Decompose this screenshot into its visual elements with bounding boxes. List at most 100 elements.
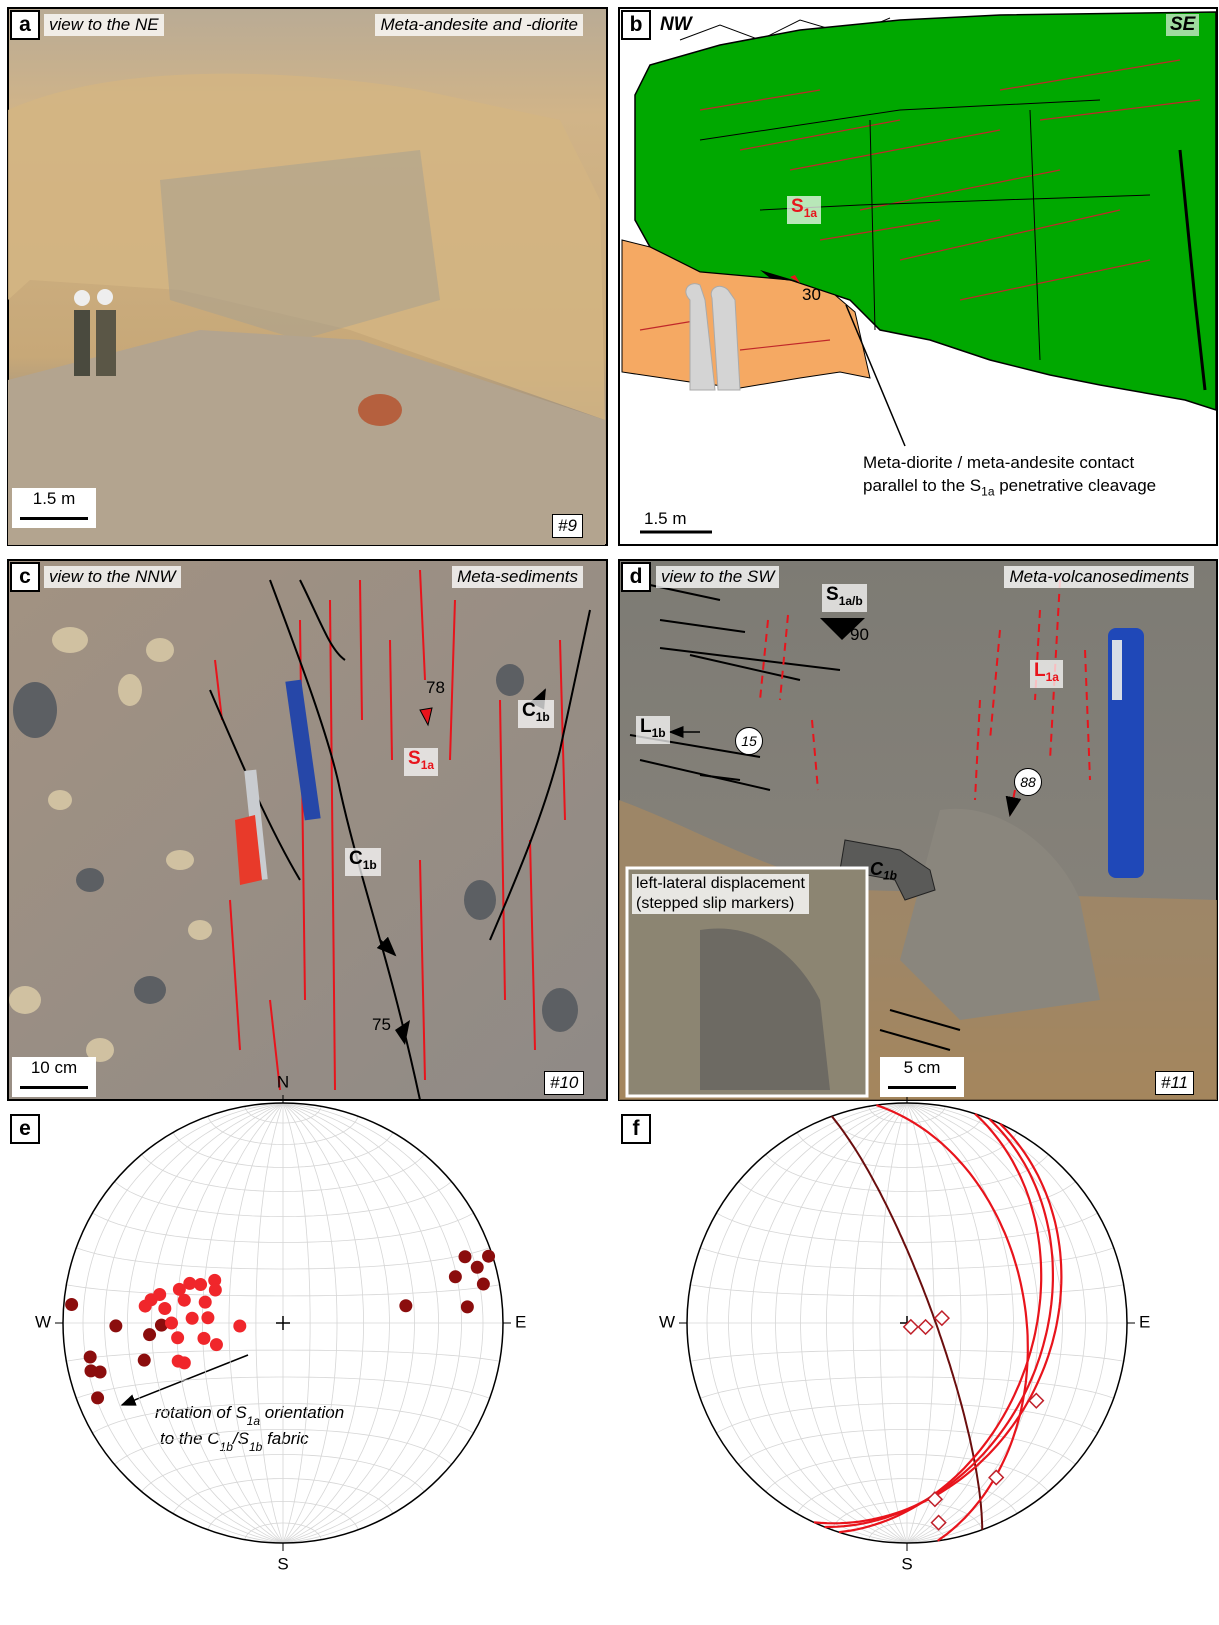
label-base: S: [408, 748, 421, 769]
pole: [186, 1312, 199, 1325]
pole: [171, 1331, 184, 1344]
label-base: L: [1034, 660, 1046, 681]
label-sub: 1b: [883, 869, 897, 883]
pole: [471, 1261, 484, 1274]
pole: [165, 1317, 178, 1330]
note-sub: 1b: [249, 1440, 263, 1454]
pole: [449, 1270, 462, 1283]
direction-label: N: [277, 1072, 289, 1091]
pole: [91, 1391, 104, 1404]
panel-letter: b: [621, 10, 651, 40]
inset-text: (stepped slip markers): [636, 894, 805, 914]
station: #10: [544, 1071, 584, 1095]
lineation: [932, 1516, 946, 1530]
dip-value: 78: [426, 677, 445, 699]
cleavage-label: S1a: [787, 196, 821, 224]
shear-band-label: C1b: [870, 858, 897, 887]
plunge-value: 88: [1014, 768, 1042, 796]
pole: [201, 1311, 214, 1324]
dip-value: 90: [850, 624, 869, 646]
note-line-1: rotation of S1a orientation: [155, 1403, 344, 1428]
photo-a: [8, 8, 607, 545]
contact-note: parallel to the S1a penetrative cleavage: [863, 475, 1156, 502]
pole: [84, 1351, 97, 1364]
pole: [197, 1332, 210, 1345]
note-line-2: to the C1b/S1b fabric: [160, 1429, 309, 1454]
contact-note: Meta-diorite / meta-andesite contact: [863, 452, 1134, 474]
note-sub: 1b: [220, 1440, 234, 1454]
label-sub: 1b: [536, 710, 550, 724]
pole: [461, 1300, 474, 1313]
inset-text: left-lateral displacement: [636, 874, 805, 894]
direction-label: S: [277, 1554, 288, 1573]
direction-label: W: [659, 1312, 675, 1331]
panel-title: Meta-andesite and -diorite: [375, 14, 583, 36]
label-sub: 1a: [1046, 670, 1059, 684]
direction-label: NW: [660, 14, 692, 36]
lineation: [919, 1320, 933, 1334]
panel-letter: a: [10, 10, 40, 40]
view-label: view to the SW: [656, 566, 779, 588]
pole: [138, 1354, 151, 1367]
scale-bar: 1.5 m: [644, 508, 687, 530]
label-base: S: [791, 196, 804, 217]
shear-band-label: C1b: [345, 848, 381, 876]
note-text: C: [207, 1429, 220, 1448]
pole: [233, 1320, 246, 1333]
direction-label: SE: [1166, 14, 1199, 36]
label-base: L: [640, 716, 652, 737]
pole: [84, 1364, 97, 1377]
note-sub: 1a: [247, 1414, 261, 1428]
panel-title: Meta-volcanosediments: [1004, 566, 1194, 588]
foliation-label: S1a/b: [822, 584, 867, 612]
plunge-value: 15: [735, 727, 763, 755]
view-label: view to the NE: [44, 14, 164, 36]
pole: [183, 1277, 196, 1290]
lineation: [904, 1320, 918, 1334]
pole: [153, 1288, 166, 1301]
scale-bar: 10 cm: [12, 1057, 96, 1097]
label-sub: 1b: [363, 858, 377, 872]
photo-d: [619, 560, 1217, 1100]
panel-letter: d: [621, 562, 651, 592]
direction-label: E: [515, 1312, 526, 1331]
photo-c: [8, 560, 607, 1100]
label-sub: 1b: [652, 726, 666, 740]
pole: [209, 1284, 222, 1297]
pole: [65, 1298, 78, 1311]
figure: rotation of S1a orientation to the C1b/S…: [0, 0, 1219, 1625]
center-cross: [276, 1316, 290, 1330]
label-sub: 1a: [421, 758, 434, 772]
scale-bar: 5 cm: [880, 1057, 964, 1097]
note-sub: 1a: [981, 484, 994, 498]
label-base: C: [870, 859, 883, 879]
shear-band-label: C1b: [518, 700, 554, 728]
direction-label: W: [35, 1312, 51, 1331]
pole: [477, 1278, 490, 1291]
cleavage-label: S1a: [404, 748, 438, 776]
view-label: view to the NNW: [44, 566, 181, 588]
note-text: fabric: [262, 1429, 309, 1448]
label-sub: 1a/b: [839, 594, 863, 608]
lineation-label: L1b: [636, 716, 670, 744]
panel-title: Meta-sediments: [452, 566, 583, 588]
dip-value: 30: [802, 284, 821, 306]
panel-letter: e: [10, 1114, 40, 1144]
pole: [199, 1296, 212, 1309]
panel-letter: f: [621, 1114, 651, 1144]
station: #11: [1155, 1071, 1194, 1095]
pole: [399, 1299, 412, 1312]
pole: [158, 1302, 171, 1315]
pole: [210, 1338, 223, 1351]
direction-label: E: [1139, 1312, 1150, 1331]
note-text: rotation of: [155, 1403, 235, 1422]
inset-caption: left-lateral displacement(stepped slip m…: [632, 874, 809, 914]
pole: [109, 1319, 122, 1332]
note-text: penetrative cleavage: [995, 476, 1157, 495]
label-sub: 1a: [804, 206, 817, 220]
pole: [143, 1328, 156, 1341]
lineation-label: L1a: [1030, 660, 1063, 688]
label-base: C: [349, 848, 363, 869]
figure-art: rotation of S1a orientation to the C1b/S…: [0, 0, 1219, 1625]
panel-letter: c: [10, 562, 40, 592]
